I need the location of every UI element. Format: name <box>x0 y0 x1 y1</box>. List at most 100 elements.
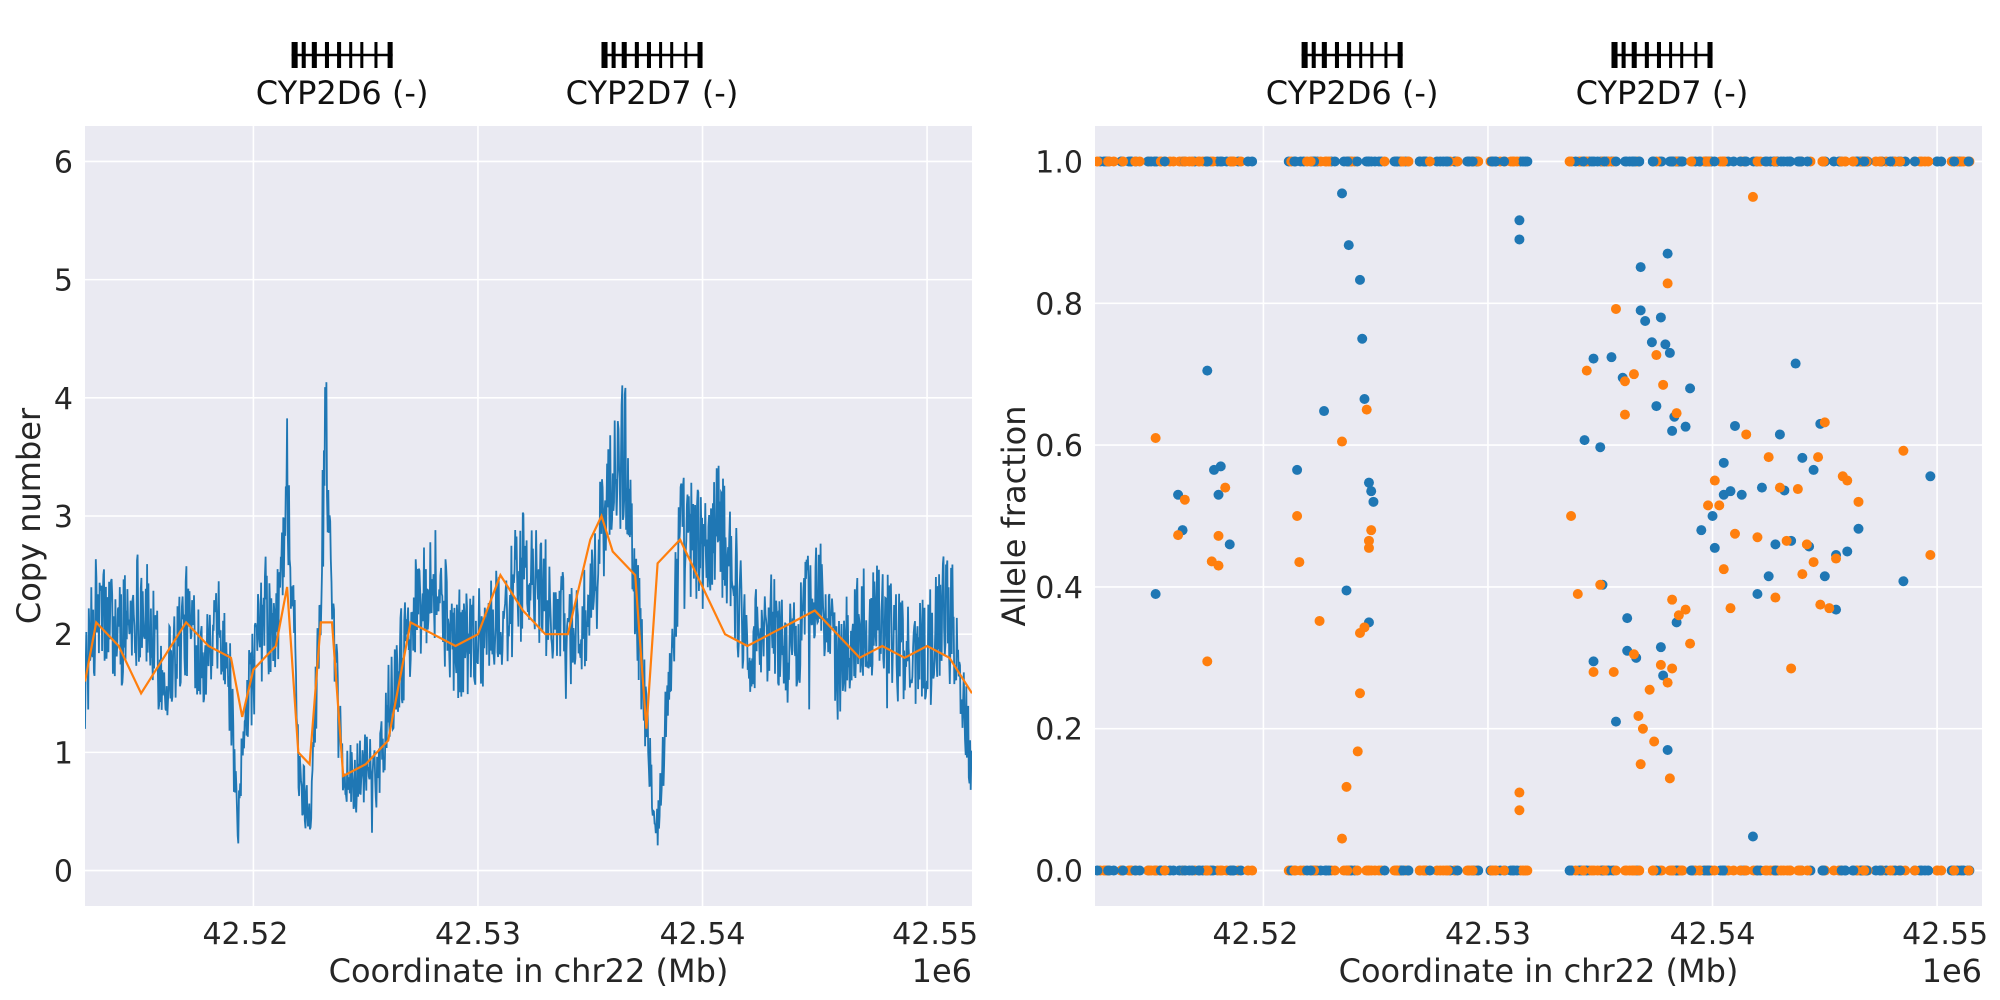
gene-label: CYP2D6 (-) <box>256 74 429 112</box>
gene-exon <box>1397 42 1403 68</box>
band-point-top <box>1592 156 1603 167</box>
band-point-bottom <box>1352 865 1363 876</box>
band-point-top <box>1840 156 1851 167</box>
band-point-top <box>1225 156 1236 167</box>
band-point-bottom <box>1709 865 1720 876</box>
x-tick-label: 42.54 <box>660 917 746 952</box>
gene-exon <box>1321 42 1327 68</box>
allele-point-blue <box>1224 539 1235 550</box>
gene-label: CYP2D6 (-) <box>1266 74 1439 112</box>
band-point-bottom <box>1592 865 1603 876</box>
allele-point-orange <box>1179 494 1190 505</box>
allele-point-orange <box>1337 833 1348 844</box>
allele-point-orange <box>1644 684 1655 695</box>
gene-label: CYP2D7 (-) <box>566 74 739 112</box>
band-point-bottom <box>1467 865 1478 876</box>
band-point-bottom <box>1610 865 1621 876</box>
band-point-bottom <box>1667 865 1678 876</box>
band-point-top <box>1599 156 1610 167</box>
x-tick-label: 42.54 <box>1670 917 1756 952</box>
y-tick-label: 1 <box>54 736 73 771</box>
allele-point-orange <box>1637 723 1648 734</box>
allele-point-orange <box>1610 303 1621 314</box>
allele-point-orange <box>1673 610 1684 621</box>
gene-exon <box>1644 42 1649 68</box>
band-point-top <box>1522 156 1533 167</box>
band-point-bottom <box>1305 865 1316 876</box>
band-point-top <box>1118 156 1129 167</box>
band-point-bottom <box>1776 865 1787 876</box>
allele-point-orange <box>1202 656 1213 667</box>
gene-exon <box>621 42 627 68</box>
band-point-bottom <box>1578 865 1589 876</box>
allele-point-orange <box>1667 594 1678 605</box>
allele-point-blue <box>1354 274 1365 285</box>
allele-point-blue <box>1588 656 1599 667</box>
allele-point-orange <box>1220 482 1231 493</box>
y-axis-label: Copy number <box>10 407 48 624</box>
band-point-top <box>1885 156 1896 167</box>
band-point-top <box>1146 156 1157 167</box>
allele-point-blue <box>1202 365 1213 376</box>
band-point-top <box>1389 156 1400 167</box>
band-point-bottom <box>1621 865 1632 876</box>
x-offset-label: 1e6 <box>912 952 972 990</box>
band-point-bottom <box>1108 865 1119 876</box>
gene-exon <box>1656 42 1661 68</box>
gene-exon <box>311 42 317 68</box>
band-point-bottom <box>1735 865 1746 876</box>
data-layer <box>85 382 972 846</box>
y-tick-label: 0.4 <box>1035 571 1083 606</box>
allele-point-orange <box>1363 542 1374 553</box>
allele-point-orange <box>1292 511 1303 521</box>
band-point-bottom <box>1629 865 1640 876</box>
x-tick-label: 42.52 <box>202 917 288 952</box>
band-point-top <box>1379 156 1390 167</box>
gene-exon <box>1611 42 1618 68</box>
allele-point-blue <box>1646 337 1657 348</box>
gene-exon <box>349 42 353 68</box>
x-tick-label: 42.55 <box>1902 917 1988 952</box>
band-point-bottom <box>1235 865 1246 876</box>
band-point-bottom <box>1130 865 1141 876</box>
allele-point-orange <box>1619 409 1630 420</box>
gene-exon <box>1311 42 1316 68</box>
band-point-top <box>1621 156 1632 167</box>
allele-point-blue <box>1736 489 1747 500</box>
gene-exon <box>291 42 298 68</box>
allele-point-orange <box>1213 530 1224 541</box>
band-point-top <box>1859 156 1870 167</box>
allele-point-blue <box>1707 511 1718 521</box>
band-point-bottom <box>1379 865 1390 876</box>
band-point-bottom <box>1389 865 1400 876</box>
band-point-top <box>1215 156 1226 167</box>
band-point-bottom <box>1818 865 1829 876</box>
band-point-top <box>1159 156 1170 167</box>
allele-point-orange <box>1588 667 1599 677</box>
allele-point-blue <box>1685 383 1696 394</box>
allele-point-orange <box>1898 445 1909 456</box>
band-point-bottom <box>1243 865 1254 876</box>
gene-cyp2d6: CYP2D6 (-) <box>256 42 429 112</box>
gene-exon <box>684 42 688 68</box>
band-point-bottom <box>1202 865 1213 876</box>
allele-point-orange <box>1514 787 1525 798</box>
x-tick-label: 42.53 <box>1445 917 1531 952</box>
band-point-top <box>1467 156 1478 167</box>
allele-point-blue <box>1337 188 1348 199</box>
allele-point-orange <box>1354 688 1365 699</box>
allele-point-orange <box>1628 369 1639 380</box>
allele-point-blue <box>1363 477 1374 488</box>
band-point-bottom <box>1909 865 1920 876</box>
allele-point-blue <box>1763 571 1774 582</box>
allele-point-orange <box>1651 350 1662 361</box>
allele-point-blue <box>1319 406 1330 417</box>
allele-point-orange <box>1667 663 1678 674</box>
band-point-bottom <box>1442 865 1453 876</box>
allele-point-orange <box>1366 525 1377 536</box>
allele-point-orange <box>1741 429 1752 440</box>
allele-point-blue <box>1368 496 1379 507</box>
allele-point-orange <box>1514 805 1525 816</box>
band-point-bottom <box>1949 865 1960 876</box>
y-tick-label: 6 <box>54 145 73 180</box>
